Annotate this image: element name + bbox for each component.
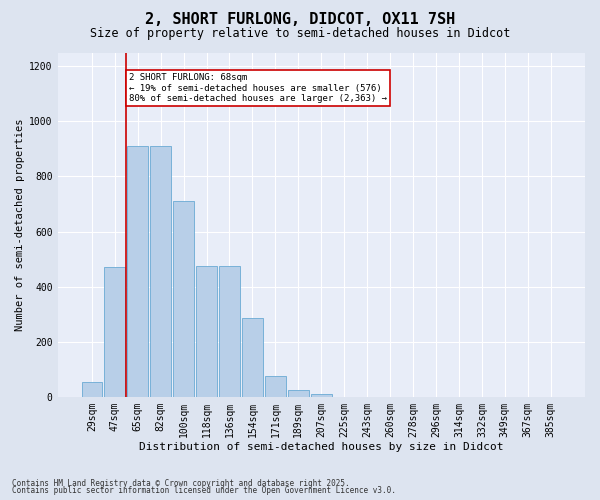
Text: 2, SHORT FURLONG, DIDCOT, OX11 7SH: 2, SHORT FURLONG, DIDCOT, OX11 7SH xyxy=(145,12,455,28)
Bar xyxy=(265,376,286,397)
Bar xyxy=(242,318,263,397)
Text: 2 SHORT FURLONG: 68sqm
← 19% of semi-detached houses are smaller (576)
80% of se: 2 SHORT FURLONG: 68sqm ← 19% of semi-det… xyxy=(129,73,387,103)
Bar xyxy=(219,266,240,397)
Text: Contains public sector information licensed under the Open Government Licence v3: Contains public sector information licen… xyxy=(12,486,396,495)
Text: Size of property relative to semi-detached houses in Didcot: Size of property relative to semi-detach… xyxy=(90,28,510,40)
Bar xyxy=(82,382,102,397)
Bar xyxy=(288,390,308,397)
Bar xyxy=(196,266,217,397)
X-axis label: Distribution of semi-detached houses by size in Didcot: Distribution of semi-detached houses by … xyxy=(139,442,503,452)
Bar xyxy=(104,268,125,397)
Bar xyxy=(127,146,148,397)
Y-axis label: Number of semi-detached properties: Number of semi-detached properties xyxy=(15,118,25,331)
Bar xyxy=(151,146,171,397)
Bar xyxy=(311,394,332,397)
Text: Contains HM Land Registry data © Crown copyright and database right 2025.: Contains HM Land Registry data © Crown c… xyxy=(12,478,350,488)
Bar xyxy=(173,202,194,397)
